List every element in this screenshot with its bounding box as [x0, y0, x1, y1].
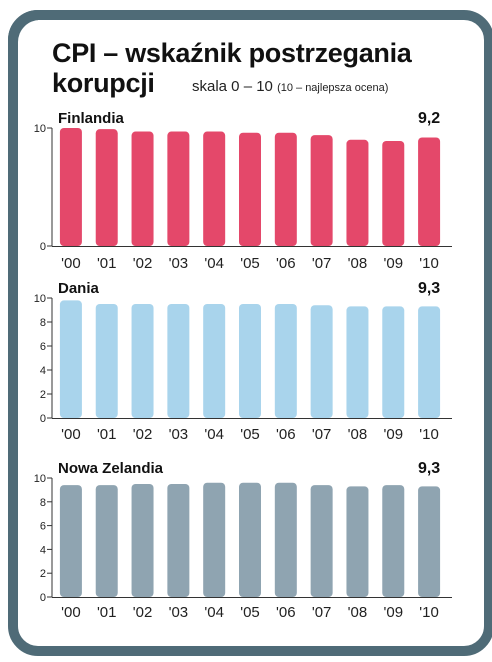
bar [346, 306, 369, 418]
x-tick-label: '10 [419, 255, 439, 272]
bar [346, 139, 369, 246]
y-tick-label: 10 [34, 123, 46, 135]
y-tick-label: 4 [40, 365, 46, 377]
y-tick-label: 10 [34, 473, 46, 485]
x-tick-label: '00 [61, 426, 81, 443]
bar [418, 137, 441, 246]
bar [95, 129, 118, 246]
bar [95, 485, 118, 597]
bar [59, 300, 82, 418]
y-tick-label: 2 [40, 389, 46, 401]
x-tick-label: '03 [169, 426, 189, 443]
y-tick-label: 6 [40, 521, 46, 533]
x-tick-label: '03 [169, 604, 189, 621]
x-tick-label: '00 [61, 604, 81, 621]
y-tick-label: 0 [40, 592, 46, 604]
bar [346, 486, 369, 597]
x-tick-label: '01 [97, 426, 117, 443]
x-tick-label: '01 [97, 604, 117, 621]
x-tick-label: '07 [312, 426, 332, 443]
scale-label: skala 0 – 10 [192, 78, 273, 95]
bar [310, 305, 333, 418]
bar [59, 485, 82, 597]
x-tick-label: '04 [204, 604, 224, 621]
chart-title-line2: korupcji [52, 68, 155, 98]
y-tick-label: 8 [40, 317, 46, 329]
last-value-label: 9,2 [418, 110, 440, 127]
chart-title-line1: CPI – wskaźnik postrzegania [52, 38, 412, 68]
x-tick-label: '05 [240, 426, 260, 443]
y-tick-label: 6 [40, 341, 46, 353]
y-tick-label: 4 [40, 544, 46, 556]
panel-title: Finlandia [58, 110, 124, 127]
bar [131, 483, 154, 597]
x-tick-label: '06 [276, 255, 296, 272]
x-tick-label: '08 [348, 255, 368, 272]
bar [59, 128, 82, 246]
x-tick-label: '06 [276, 604, 296, 621]
x-tick-label: '04 [204, 255, 224, 272]
bar [382, 306, 405, 418]
bar [95, 304, 118, 418]
bar [274, 132, 297, 246]
bar [310, 135, 333, 246]
panel-title: Dania [58, 280, 100, 297]
y-tick-label: 0 [40, 241, 46, 253]
bar [203, 131, 226, 246]
bar [131, 304, 154, 418]
bar [167, 304, 190, 418]
x-tick-label: '02 [133, 426, 153, 443]
bar [382, 140, 405, 246]
x-tick-label: '10 [419, 604, 439, 621]
bar [203, 482, 226, 597]
x-tick-label: '07 [312, 604, 332, 621]
y-tick-label: 8 [40, 497, 46, 509]
x-tick-label: '06 [276, 426, 296, 443]
x-tick-label: '04 [204, 426, 224, 443]
x-tick-label: '09 [383, 426, 403, 443]
y-tick-label: 0 [40, 413, 46, 425]
panel-title: Nowa Zelandia [58, 460, 164, 477]
bar [274, 482, 297, 597]
bar [274, 304, 297, 418]
scale-note: (10 – najlepsza ocena) [277, 82, 389, 94]
x-tick-label: '02 [133, 255, 153, 272]
x-tick-label: '08 [348, 604, 368, 621]
x-tick-label: '09 [383, 604, 403, 621]
x-tick-label: '05 [240, 255, 260, 272]
bar [418, 306, 441, 418]
bar [203, 304, 226, 418]
bar [418, 486, 441, 597]
chart-subtitle: skala 0 – 10 (10 – najlepsza ocena) [192, 78, 388, 95]
bar [167, 131, 190, 246]
x-tick-label: '05 [240, 604, 260, 621]
y-tick-label: 2 [40, 568, 46, 580]
x-tick-label: '03 [169, 255, 189, 272]
last-value-label: 9,3 [418, 460, 440, 477]
x-tick-label: '07 [312, 255, 332, 272]
x-tick-label: '01 [97, 255, 117, 272]
x-tick-label: '00 [61, 255, 81, 272]
y-tick-label: 10 [34, 293, 46, 305]
bar [310, 485, 333, 597]
bar [131, 131, 154, 246]
bar [167, 483, 190, 597]
bar [382, 485, 405, 597]
x-tick-label: '08 [348, 426, 368, 443]
frame-corner-inner [18, 20, 48, 90]
x-tick-label: '10 [419, 426, 439, 443]
bar [239, 482, 261, 597]
bar [239, 304, 261, 418]
bar [239, 132, 261, 246]
last-value-label: 9,3 [418, 280, 440, 297]
x-tick-label: '02 [133, 604, 153, 621]
x-tick-label: '09 [383, 255, 403, 272]
